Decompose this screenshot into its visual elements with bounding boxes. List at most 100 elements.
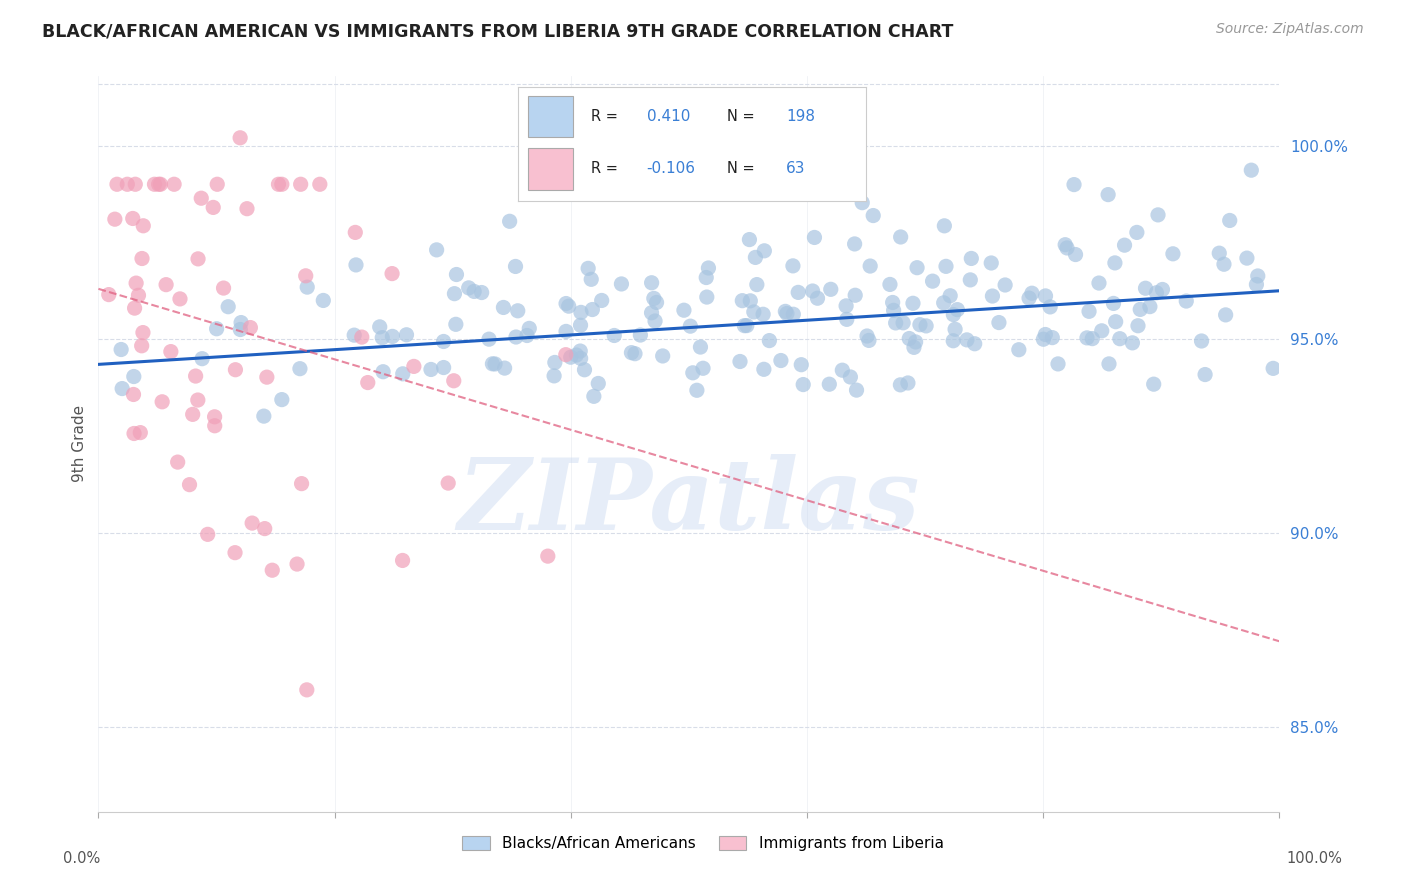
Point bbox=[498, 214, 520, 228]
Point bbox=[569, 351, 592, 366]
Point bbox=[742, 305, 765, 319]
Point bbox=[645, 295, 668, 310]
Point bbox=[253, 522, 276, 536]
Point bbox=[197, 527, 219, 541]
Point bbox=[884, 316, 907, 330]
Point bbox=[240, 516, 263, 530]
Point bbox=[543, 368, 565, 383]
Point bbox=[169, 292, 191, 306]
Point bbox=[463, 285, 485, 299]
Point bbox=[368, 319, 391, 334]
Point bbox=[1063, 178, 1085, 192]
Point bbox=[270, 392, 292, 407]
Point bbox=[166, 455, 188, 469]
Point bbox=[643, 292, 665, 306]
Point bbox=[898, 332, 921, 346]
Point bbox=[290, 178, 312, 192]
Point bbox=[733, 318, 755, 333]
Point bbox=[858, 334, 880, 348]
Point bbox=[505, 330, 527, 344]
Point bbox=[262, 563, 284, 577]
Point bbox=[1018, 291, 1040, 305]
Point bbox=[932, 295, 955, 310]
Point bbox=[891, 316, 914, 330]
Point bbox=[229, 130, 252, 145]
Point bbox=[835, 312, 858, 326]
Point bbox=[150, 394, 173, 409]
Point bbox=[582, 389, 605, 403]
Point bbox=[395, 327, 418, 342]
Point bbox=[831, 363, 853, 377]
Point bbox=[752, 362, 775, 376]
Point bbox=[624, 347, 647, 361]
Point bbox=[443, 374, 465, 388]
Point bbox=[1088, 276, 1111, 290]
Point bbox=[1135, 281, 1157, 295]
Point bbox=[121, 211, 143, 226]
Point bbox=[728, 354, 751, 368]
Point bbox=[1104, 256, 1126, 270]
Point bbox=[184, 369, 207, 384]
Point bbox=[921, 274, 943, 288]
Point bbox=[904, 334, 927, 349]
Point bbox=[946, 302, 969, 317]
Point bbox=[697, 260, 720, 275]
Point bbox=[124, 178, 146, 192]
Point bbox=[202, 201, 225, 215]
Point bbox=[357, 376, 380, 390]
Point bbox=[792, 377, 814, 392]
Point bbox=[862, 209, 884, 223]
Point bbox=[1161, 247, 1184, 261]
Point bbox=[689, 340, 711, 354]
Point bbox=[97, 287, 120, 301]
Point bbox=[883, 303, 905, 318]
Point bbox=[1152, 283, 1174, 297]
Point bbox=[217, 300, 239, 314]
Point bbox=[285, 557, 308, 571]
Point bbox=[752, 307, 775, 321]
Point bbox=[204, 418, 226, 433]
Point bbox=[686, 384, 709, 398]
Point bbox=[132, 326, 155, 340]
Point bbox=[381, 267, 404, 281]
Point bbox=[190, 191, 212, 205]
Point bbox=[294, 268, 316, 283]
Point bbox=[433, 334, 456, 349]
Point bbox=[1108, 332, 1130, 346]
Point bbox=[1102, 296, 1125, 310]
Point bbox=[1247, 268, 1270, 283]
Point bbox=[544, 355, 567, 369]
Point bbox=[1035, 289, 1057, 303]
Point bbox=[903, 340, 925, 354]
Point bbox=[769, 353, 792, 368]
Point bbox=[127, 288, 149, 302]
Point bbox=[839, 370, 862, 384]
Point bbox=[179, 477, 201, 491]
Point bbox=[754, 244, 776, 258]
Point bbox=[110, 343, 132, 357]
Point bbox=[344, 258, 367, 272]
Point bbox=[682, 366, 704, 380]
Point bbox=[149, 178, 172, 192]
Point bbox=[960, 252, 983, 266]
Point bbox=[889, 377, 911, 392]
Point bbox=[205, 322, 228, 336]
Point bbox=[343, 328, 366, 343]
Point bbox=[122, 426, 145, 441]
Point bbox=[560, 350, 582, 364]
Point bbox=[956, 333, 979, 347]
Text: 0.0%: 0.0% bbox=[63, 852, 100, 866]
Point bbox=[943, 322, 966, 336]
Point bbox=[806, 291, 828, 305]
Point bbox=[1064, 247, 1087, 261]
Point bbox=[782, 259, 804, 273]
Point bbox=[818, 377, 841, 392]
Point bbox=[391, 553, 413, 567]
Point bbox=[494, 361, 516, 376]
Point bbox=[517, 321, 540, 335]
Point bbox=[908, 318, 931, 332]
Point bbox=[224, 362, 246, 376]
Point bbox=[312, 293, 335, 308]
Point bbox=[229, 322, 252, 336]
Point bbox=[187, 252, 209, 266]
